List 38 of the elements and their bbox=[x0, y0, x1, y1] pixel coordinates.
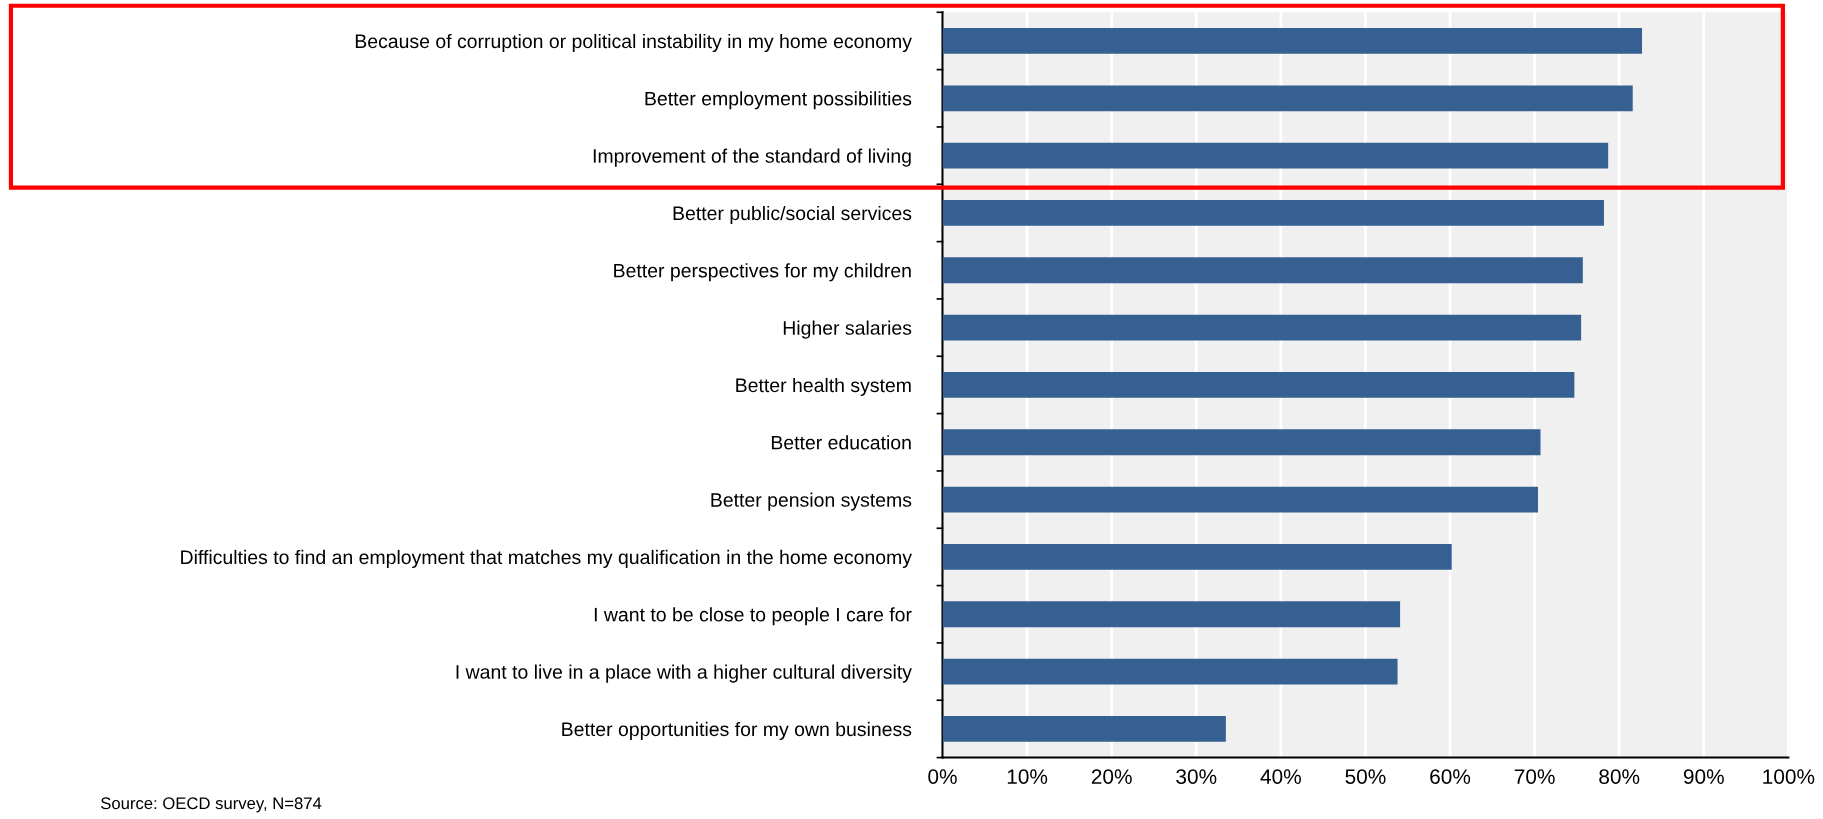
bar bbox=[942, 257, 1583, 284]
bar bbox=[942, 142, 1609, 169]
y-tick-label: Improvement of the standard of living bbox=[593, 148, 911, 167]
y-tick-label: I want to be close to people I care for bbox=[594, 607, 912, 626]
x-tick-label: 30% bbox=[1176, 769, 1217, 784]
x-tick-label: 50% bbox=[1345, 769, 1386, 784]
bar bbox=[942, 658, 1398, 685]
y-tick-label: Because of corruption or political instability in my home economy bbox=[355, 33, 912, 53]
x-tick-label: 20% bbox=[1091, 769, 1132, 784]
x-tick-label: 40% bbox=[1260, 769, 1301, 784]
y-tick-label: Better health system bbox=[736, 377, 911, 397]
bar bbox=[942, 85, 1633, 112]
y-tick-label: Higher salaries bbox=[783, 320, 912, 339]
bar bbox=[942, 28, 1643, 54]
y-tick-label: Difficulties to find an employment that matches my qualification in the home economy bbox=[181, 549, 912, 568]
x-tick-label: 90% bbox=[1683, 769, 1724, 784]
x-tick-label: 60% bbox=[1430, 769, 1471, 784]
y-tick-label: Better perspectives for my children bbox=[614, 263, 911, 282]
y-tick-label: Better employment possibilities bbox=[645, 91, 912, 110]
bar bbox=[942, 200, 1604, 226]
bar bbox=[942, 429, 1541, 456]
y-tick-label: Better education bbox=[771, 435, 911, 450]
y-tick-label: Better opportunities for my own business bbox=[562, 721, 912, 740]
x-tick-label: 0% bbox=[928, 769, 957, 784]
y-tick-label: I want to live in a place with a higher cultural diversity bbox=[456, 664, 912, 683]
source-note: Source: OECD survey, N=874 bbox=[101, 797, 322, 813]
bar bbox=[942, 486, 1538, 513]
bar bbox=[942, 716, 1226, 742]
bar bbox=[942, 544, 1452, 570]
y-tick-label: Better pension systems bbox=[711, 492, 912, 511]
x-tick-label: 80% bbox=[1599, 769, 1640, 784]
x-tick-label: 10% bbox=[1007, 769, 1048, 784]
bar bbox=[942, 601, 1401, 628]
bar bbox=[942, 372, 1575, 398]
y-tick-label: Better public/social services bbox=[673, 205, 912, 225]
bar bbox=[942, 314, 1582, 341]
x-tick-label: 70% bbox=[1514, 769, 1555, 784]
x-tick-label: 100% bbox=[1763, 769, 1815, 784]
